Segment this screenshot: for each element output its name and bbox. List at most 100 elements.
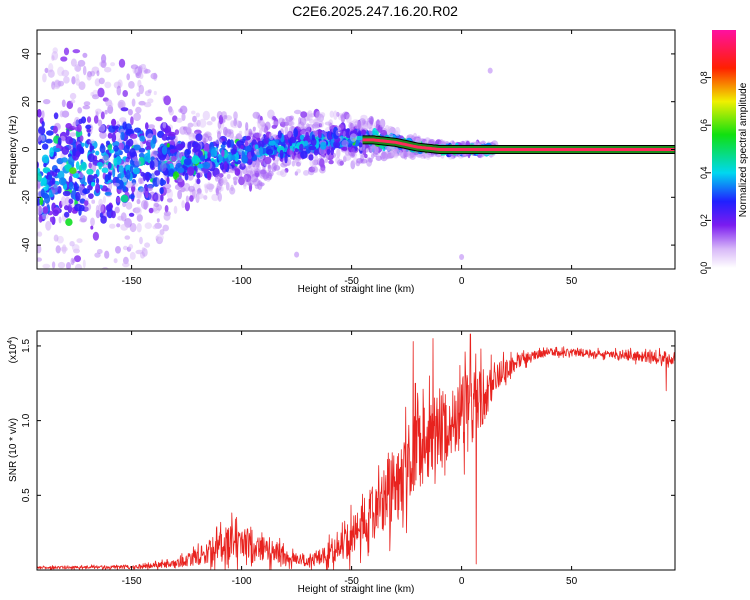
y-tick-label: -20 [21, 190, 32, 205]
spectral-blob [184, 201, 190, 212]
snr-y-scale: (x104) [7, 337, 19, 364]
spectral-blob [57, 279, 63, 287]
spectral-blob [268, 132, 274, 141]
spectral-blob [68, 284, 75, 291]
spectral-blob [139, 236, 143, 245]
spectral-blob [85, 124, 92, 130]
spectral-blob [37, 108, 42, 118]
spectral-blob [107, 104, 114, 114]
spectral-blob [139, 140, 144, 148]
spectral-blob [120, 131, 125, 141]
colorbar-tick-label: 0.2 [699, 214, 709, 227]
spectral-blob [71, 244, 80, 252]
spectral-blob [243, 175, 248, 181]
spectral-blob [122, 90, 128, 97]
spectral-blob [37, 205, 44, 215]
spectral-blob [299, 143, 304, 151]
spectral-blob [74, 255, 81, 263]
spectral-blob [299, 116, 307, 126]
spectral-blob [61, 99, 66, 108]
spectral-blob [139, 73, 144, 79]
spectral-blob [104, 174, 109, 183]
spectral-blob [72, 173, 81, 179]
spectral-blob [80, 161, 87, 171]
spectral-blob [279, 149, 284, 157]
spectral-blob [135, 206, 142, 216]
spectral-blob [124, 235, 131, 240]
spectral-blob [71, 76, 76, 85]
spectral-blob [234, 151, 240, 162]
spectral-blob [252, 111, 261, 119]
spectral-blob [305, 123, 311, 133]
spectral-blob [284, 154, 288, 164]
spectral-blob [60, 196, 67, 206]
spectral-blob [160, 194, 164, 202]
spectral-speck [294, 251, 300, 258]
spectral-blob [104, 250, 110, 259]
spectral-blob [56, 235, 64, 244]
spectral-blob [156, 176, 161, 186]
snr-plot-area [37, 333, 675, 570]
spectral-blob [102, 163, 108, 169]
spectral-blob [219, 162, 225, 171]
spectral-blob [187, 132, 195, 137]
spectral-blob [116, 223, 121, 228]
spectral-blob [52, 209, 59, 217]
spectral-blob [333, 110, 338, 120]
spectral-blob [40, 177, 47, 185]
spectral-blob [79, 146, 84, 154]
spectral-blob [83, 101, 91, 106]
spectral-blob [57, 280, 61, 284]
spectral-blob [43, 162, 47, 168]
spectral-blob [73, 181, 78, 192]
spectral-blob [187, 122, 194, 128]
spectral-blob [177, 189, 183, 200]
spectral-blob [280, 169, 287, 178]
spectral-blob [202, 110, 210, 121]
spectral-blob [368, 115, 374, 125]
spectral-blob [166, 189, 173, 200]
spectral-blob [123, 144, 130, 154]
spectral-blob [78, 118, 83, 125]
spectral-blob [54, 168, 61, 173]
spectral-blob [184, 148, 190, 159]
spectral-blob [177, 167, 185, 173]
spectral-blob [115, 179, 124, 190]
spectral-blob [284, 126, 289, 135]
spectral-blob [230, 184, 234, 191]
spectral-blob [147, 149, 151, 159]
snr-y-scale-exponent: 4 [7, 340, 14, 344]
spectral-blob [88, 193, 94, 200]
spectral-blob [296, 168, 301, 174]
spectral-blob [59, 110, 64, 118]
spectral-blob [256, 140, 265, 149]
colorbar-label: Normalized spectral amplitude [738, 82, 749, 217]
spectral-blob [113, 157, 117, 166]
spectral-blob [148, 207, 154, 214]
spectral-blob [114, 206, 120, 214]
spectrogram-panel: -150 -100 -50 0 50 -40 -20 0 20 40 Height of str… [8, 29, 676, 295]
x-tick-label: 0 [459, 276, 465, 287]
spectral-blob [333, 140, 341, 149]
spectral-blob [72, 49, 81, 54]
spectral-blob [272, 116, 277, 121]
spectral-blob [211, 148, 216, 158]
spectral-blob [105, 102, 114, 107]
spectral-blob [241, 154, 248, 164]
spectral-blob [38, 214, 43, 223]
spectral-blob [116, 85, 122, 96]
spectral-blob [112, 168, 116, 178]
spectral-blob [42, 263, 51, 269]
spectral-blob [216, 182, 222, 191]
spectral-blob [284, 139, 289, 144]
x-tick-label: 0 [459, 576, 465, 587]
spectral-blob [185, 195, 189, 204]
spectral-blob [253, 132, 262, 138]
spectral-blob [48, 174, 53, 181]
spectral-blob [93, 115, 99, 124]
spectral-blob [266, 149, 274, 155]
spectral-blob [42, 206, 49, 214]
spectral-blob [104, 191, 112, 196]
spectral-blob [277, 130, 282, 139]
spectral-blob [108, 270, 115, 277]
